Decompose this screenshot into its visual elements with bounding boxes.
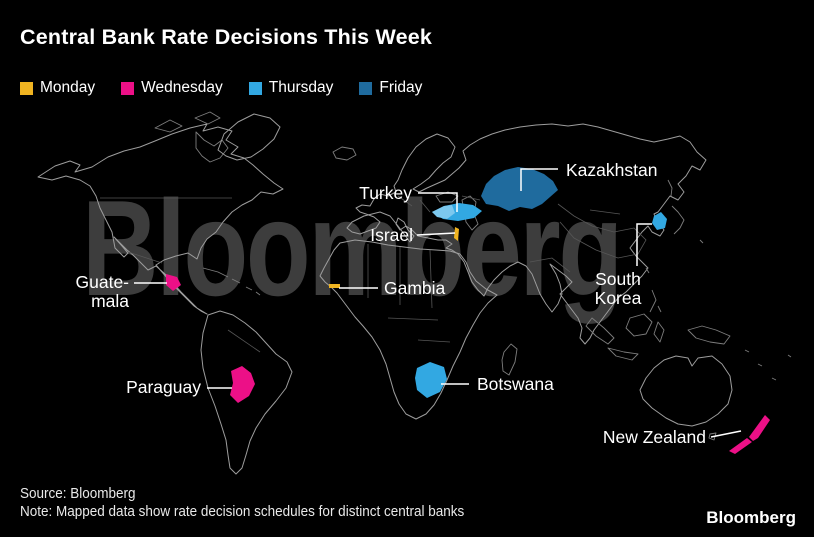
leader-lines [134, 168, 742, 438]
note-text: Note: Mapped data show rate decision sch… [20, 503, 465, 520]
label-south-korea-line2: Korea [595, 288, 642, 308]
label-gambia: Gambia [384, 278, 446, 298]
legend-label: Monday [40, 79, 96, 96]
caribbean-islands [202, 267, 261, 296]
internal-borders [100, 195, 647, 401]
continent-outlines [37, 111, 792, 475]
thursday-swatch [248, 81, 262, 95]
friday-swatch [359, 81, 373, 95]
wednesday-swatch [121, 81, 135, 95]
new-guinea [687, 325, 731, 345]
label-turkey: Turkey [359, 183, 412, 203]
turkey-leader [418, 192, 458, 212]
continent-south-america [200, 310, 293, 475]
taiwan-philippines [645, 267, 662, 313]
legend-label: Wednesday [141, 79, 223, 96]
label-kazakhstan: Kazakhstan [566, 160, 657, 180]
bloomberg-logo: Bloomberg [706, 508, 796, 527]
label-south-korea-line1: South [595, 269, 641, 289]
country-paraguay [230, 366, 255, 403]
iceland [332, 146, 357, 161]
borneo-sulawesi [625, 313, 665, 343]
legend: Monday Wednesday Thursday Friday [20, 79, 422, 97]
source-text: Source: Bloomberg [20, 485, 136, 502]
label-botswana: Botswana [477, 374, 554, 394]
south-korea-leader [636, 223, 652, 266]
pacific-islands [699, 239, 792, 381]
monday-swatch [20, 81, 33, 95]
legend-label: Thursday [268, 79, 334, 96]
country-botswana [415, 362, 447, 398]
footer: Source: Bloomberg Note: Mapped data show… [20, 485, 464, 521]
label-new-zealand: New Zealand [603, 427, 706, 447]
legend-label: Friday [379, 79, 423, 96]
japan [667, 179, 685, 235]
label-paraguay: Paraguay [126, 377, 201, 397]
legend-item-monday: Monday [20, 79, 95, 97]
country-south-korea [652, 212, 667, 230]
country-israel [454, 227, 459, 241]
madagascar [501, 343, 518, 376]
sumatra-java [585, 317, 639, 361]
legend-item-wednesday: Wednesday [121, 79, 223, 97]
label-guatemala-line2: mala [91, 291, 129, 311]
country-kazakhstan [481, 167, 558, 211]
australia [639, 355, 733, 427]
country-new-zealand [729, 415, 770, 454]
country-turkey-west [432, 205, 455, 219]
legend-item-friday: Friday [359, 79, 422, 97]
continent-eurasia [346, 123, 707, 345]
country-labels: Turkey Kazakhstan Israel South Korea Gua… [76, 160, 707, 447]
label-israel: Israel [370, 225, 413, 245]
new-zealand-leader [710, 430, 742, 438]
israel-leader [416, 232, 456, 236]
legend-item-thursday: Thursday [248, 79, 334, 97]
greenland [217, 113, 281, 161]
hudson-bay [195, 131, 229, 163]
continent-africa [319, 239, 498, 420]
page-title: Central Bank Rate Decisions This Week [20, 25, 433, 49]
kazakhstan-leader [520, 168, 558, 191]
tasmania [708, 432, 717, 441]
label-guatemala-line1: Guate- [76, 272, 130, 292]
country-gambia [329, 284, 340, 288]
arctic-islands [154, 111, 221, 133]
country-guatemala [166, 274, 181, 291]
continent-north-america [37, 123, 284, 315]
highlighted-countries [166, 167, 770, 454]
